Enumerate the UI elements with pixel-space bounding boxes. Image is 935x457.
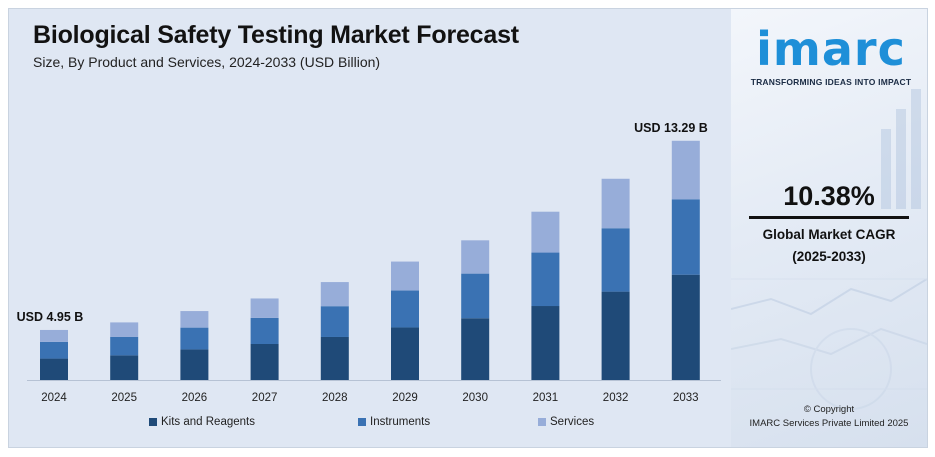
x-tick-label-2027: 2027 bbox=[252, 392, 278, 404]
logo-wordmark: imarc bbox=[756, 22, 906, 76]
x-tick-label-2026: 2026 bbox=[182, 392, 208, 404]
bar-services-2029 bbox=[391, 261, 419, 291]
summary-sidebar: imarc TRANSFORMING IDEAS INTO IMPACT 10.… bbox=[731, 9, 927, 447]
legend-swatch-services bbox=[538, 418, 546, 426]
x-tick-label-2031: 2031 bbox=[533, 392, 559, 404]
x-tick-label-2024: 2024 bbox=[41, 392, 67, 404]
total-label-2024: USD 4.95 B bbox=[17, 310, 84, 324]
bar-kits-and-reagents-2026 bbox=[180, 349, 209, 380]
x-tick-label-2030: 2030 bbox=[462, 392, 488, 404]
legend-label-instruments: Instruments bbox=[370, 416, 431, 428]
bar-instruments-2032 bbox=[601, 228, 630, 292]
bar-kits-and-reagents-2024 bbox=[40, 358, 68, 380]
legend-label-kits: Kits and Reagents bbox=[161, 416, 255, 428]
x-tick-label-2032: 2032 bbox=[603, 392, 629, 404]
x-tick-label-2033: 2033 bbox=[673, 392, 699, 404]
bar-kits-and-reagents-2032 bbox=[601, 291, 630, 380]
bar-services-2024 bbox=[40, 329, 68, 342]
bar-instruments-2030 bbox=[461, 273, 490, 319]
bar-kits-and-reagents-2028 bbox=[320, 336, 349, 380]
legend-label-services: Services bbox=[550, 416, 595, 428]
copyright-owner: IMARC Services Private Limited 2025 bbox=[749, 418, 909, 429]
bar-services-2030 bbox=[461, 240, 490, 274]
bar-kits-and-reagents-2031 bbox=[531, 306, 560, 380]
bar-instruments-2031 bbox=[531, 252, 560, 307]
infographic-frame: Biological Safety Testing Market Forecas… bbox=[8, 8, 928, 448]
decorative-background bbox=[731, 89, 927, 410]
bar-services-2031 bbox=[531, 211, 560, 253]
bar-instruments-2025 bbox=[110, 336, 139, 356]
bar-kits-and-reagents-2029 bbox=[391, 327, 419, 380]
bar-services-2028 bbox=[320, 282, 349, 307]
legend-item-services: Services bbox=[538, 416, 594, 428]
bar-instruments-2026 bbox=[180, 327, 209, 350]
chart-panel: Biological Safety Testing Market Forecas… bbox=[9, 9, 731, 447]
bar-instruments-2028 bbox=[320, 306, 349, 337]
stacked-bar-chart: 2024 2025 2026 2027 2028 2029 2030 2031 2032 2033… bbox=[17, 121, 721, 404]
bar-kits-and-reagents-2025 bbox=[110, 355, 139, 380]
bar-services-2032 bbox=[601, 178, 630, 229]
x-tick-label-2029: 2029 bbox=[392, 392, 418, 404]
bar-instruments-2024 bbox=[40, 341, 68, 359]
cagr-period: (2025-2033) bbox=[792, 249, 866, 264]
bar-services-2033 bbox=[671, 140, 700, 200]
bar-services-2026 bbox=[180, 311, 209, 328]
bar-kits-and-reagents-2027 bbox=[250, 344, 279, 380]
copyright-notice: © Copyright bbox=[803, 404, 855, 415]
x-tick-label-2025: 2025 bbox=[111, 392, 137, 404]
legend-item-instruments: Instruments bbox=[358, 416, 430, 428]
logo-tagline: TRANSFORMING IDEAS INTO IMPACT bbox=[750, 77, 912, 87]
legend-item-kits: Kits and Reagents bbox=[149, 416, 255, 428]
bar-kits-and-reagents-2030 bbox=[461, 318, 490, 380]
bar-services-2025 bbox=[110, 322, 139, 337]
page-subtitle: Size, By Product and Services, 2024-2033… bbox=[33, 54, 381, 70]
cagr-value: 10.38% bbox=[783, 181, 875, 211]
bar-services-2027 bbox=[250, 298, 279, 318]
cagr-label: Global Market CAGR bbox=[762, 227, 896, 242]
bar-instruments-2027 bbox=[250, 317, 279, 344]
total-label-2033: USD 13.29 B bbox=[634, 121, 708, 135]
cagr-divider bbox=[749, 216, 909, 219]
legend-swatch-instruments bbox=[358, 418, 366, 426]
bar-instruments-2029 bbox=[391, 290, 419, 328]
page-title: Biological Safety Testing Market Forecas… bbox=[33, 21, 519, 49]
bar-kits-and-reagents-2033 bbox=[671, 274, 700, 380]
legend-swatch-kits bbox=[149, 418, 157, 426]
bar-instruments-2033 bbox=[671, 199, 700, 275]
chart-legend: Kits and Reagents Instruments Services bbox=[9, 416, 731, 432]
x-tick-label-2028: 2028 bbox=[322, 392, 348, 404]
imarc-logo: imarc TRANSFORMING IDEAS INTO IMPACT bbox=[741, 23, 921, 87]
